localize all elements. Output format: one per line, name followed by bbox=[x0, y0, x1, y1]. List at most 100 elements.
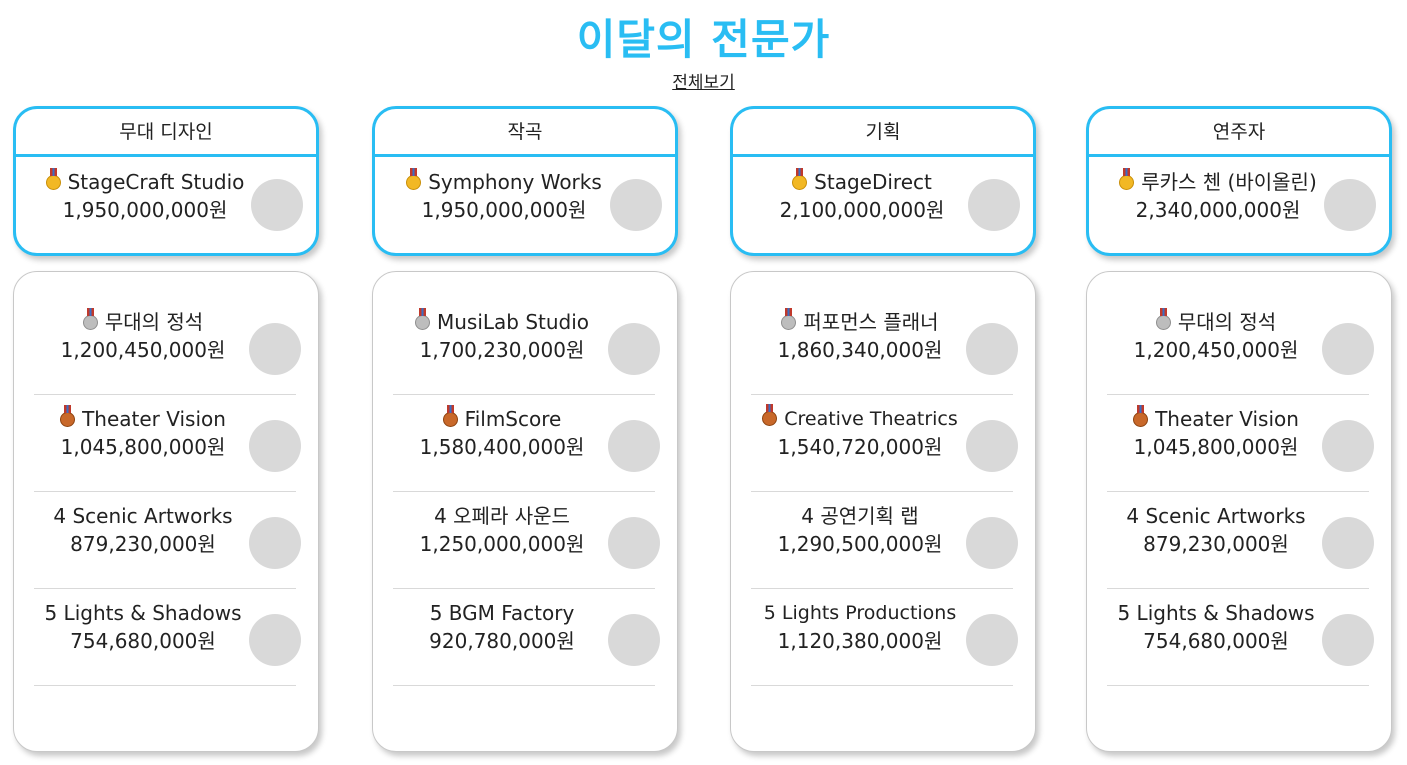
list-item[interactable]: 4 공연기획 랩 1,290,500,000원 bbox=[751, 491, 1018, 589]
expert-name: 5 BGM Factory bbox=[429, 601, 575, 625]
expert-amount: 879,230,000원 bbox=[70, 532, 216, 556]
silver-medal-icon bbox=[781, 308, 797, 330]
category-title: 기획 bbox=[733, 109, 1033, 157]
list-item[interactable]: FilmScore 1,580,400,000원 bbox=[393, 394, 660, 492]
top-expert-card[interactable]: 작곡 Symphony Works 1,950,000,000원 bbox=[372, 106, 678, 256]
list-item[interactable]: Creative Theatrics 1,540,720,000원 bbox=[751, 394, 1018, 492]
expert-amount: 1,120,380,000원 bbox=[777, 629, 943, 653]
list-item[interactable]: 4 Scenic Artworks 879,230,000원 bbox=[1107, 491, 1374, 589]
silver-medal-icon bbox=[1155, 308, 1171, 330]
expert-name: 퍼포먼스 플래너 bbox=[803, 310, 939, 334]
list-item[interactable]: 5 Lights & Shadows 754,680,000원 bbox=[34, 588, 301, 686]
avatar bbox=[608, 517, 660, 569]
avatar bbox=[249, 420, 301, 472]
bronze-medal-icon bbox=[60, 405, 76, 427]
avatar bbox=[968, 179, 1020, 231]
list-item[interactable]: 5 Lights Productions 1,120,380,000원 bbox=[751, 588, 1018, 686]
expert-amount: 1,045,800,000원 bbox=[60, 435, 226, 459]
expert-column-composition: 작곡 Symphony Works 1,950,000,000원 MusiLab… bbox=[372, 106, 678, 752]
page-title: 이달의 전문가 bbox=[576, 15, 831, 64]
expert-name: Creative Theatrics bbox=[784, 408, 958, 430]
ranking-list: 퍼포먼스 플래너 1,860,340,000원 Creative Theatric… bbox=[730, 271, 1036, 752]
top-expert-card[interactable]: 무대 디자인 StageCraft Studio 1,950,000,000원 bbox=[13, 106, 319, 256]
expert-name: StageDirect bbox=[814, 170, 932, 194]
ranking-list: 무대의 정석 1,200,450,000원 Theater Vision 1,045… bbox=[13, 271, 319, 752]
list-item[interactable]: 4 오페라 사운드 1,250,000,000원 bbox=[393, 491, 660, 589]
gold-medal-icon bbox=[1119, 168, 1135, 190]
avatar bbox=[251, 179, 303, 231]
list-item[interactable]: 5 Lights & Shadows 754,680,000원 bbox=[1107, 588, 1374, 686]
expert-name: StageCraft Studio bbox=[67, 170, 245, 194]
expert-amount: 2,340,000,000원 bbox=[1135, 198, 1301, 222]
expert-column-planning: 기획 StageDirect 2,100,000,000원 퍼포먼스 플래너 1,… bbox=[730, 106, 1036, 752]
expert-amount: 1,580,400,000원 bbox=[419, 435, 585, 459]
expert-name: FilmScore bbox=[464, 407, 562, 431]
top-expert-card[interactable]: 기획 StageDirect 2,100,000,000원 bbox=[730, 106, 1036, 256]
avatar bbox=[966, 420, 1018, 472]
list-item[interactable]: 4 Scenic Artworks 879,230,000원 bbox=[34, 491, 301, 589]
expert-amount: 1,540,720,000원 bbox=[777, 435, 943, 459]
silver-medal-icon bbox=[414, 308, 430, 330]
category-title: 무대 디자인 bbox=[16, 109, 316, 157]
avatar bbox=[608, 323, 660, 375]
list-item[interactable]: 퍼포먼스 플래너 1,860,340,000원 bbox=[751, 297, 1018, 395]
avatar bbox=[966, 517, 1018, 569]
expert-amount: 1,950,000,000원 bbox=[62, 198, 228, 222]
expert-name: 무대의 정석 bbox=[104, 310, 204, 334]
avatar bbox=[1322, 517, 1374, 569]
expert-name: MusiLab Studio bbox=[436, 310, 590, 334]
expert-name: 5 Lights & Shadows bbox=[1117, 601, 1315, 625]
avatar bbox=[966, 614, 1018, 666]
category-title: 작곡 bbox=[375, 109, 675, 157]
expert-amount: 1,250,000,000원 bbox=[419, 532, 585, 556]
avatar bbox=[608, 614, 660, 666]
ranking-list: 무대의 정석 1,200,450,000원 Theater Vision 1,045… bbox=[1086, 271, 1392, 752]
avatar bbox=[1322, 323, 1374, 375]
category-title: 연주자 bbox=[1089, 109, 1389, 157]
list-item[interactable]: 무대의 정석 1,200,450,000원 bbox=[34, 297, 301, 395]
avatar bbox=[608, 420, 660, 472]
expert-amount: 1,045,800,000원 bbox=[1133, 435, 1299, 459]
expert-amount: 1,860,340,000원 bbox=[777, 338, 943, 362]
expert-name: Theater Vision bbox=[1155, 407, 1299, 431]
expert-name: 5 Lights & Shadows bbox=[44, 601, 242, 625]
view-all-link[interactable]: 전체보기 bbox=[672, 73, 735, 93]
expert-amount: 2,100,000,000원 bbox=[779, 198, 945, 222]
expert-amount: 1,700,230,000원 bbox=[419, 338, 585, 362]
expert-amount: 920,780,000원 bbox=[429, 629, 575, 653]
avatar bbox=[610, 179, 662, 231]
expert-amount: 754,680,000원 bbox=[1143, 629, 1289, 653]
gold-medal-icon bbox=[45, 168, 61, 190]
expert-amount: 1,950,000,000원 bbox=[421, 198, 587, 222]
expert-name: 4 오페라 사운드 bbox=[434, 504, 570, 528]
expert-amount: 1,200,450,000원 bbox=[1133, 338, 1299, 362]
avatar bbox=[966, 323, 1018, 375]
expert-name: Symphony Works bbox=[428, 170, 602, 194]
list-item[interactable]: 5 BGM Factory 920,780,000원 bbox=[393, 588, 660, 686]
expert-amount: 1,290,500,000원 bbox=[777, 532, 943, 556]
expert-name: 4 Scenic Artworks bbox=[1126, 504, 1306, 528]
top-expert-card[interactable]: 연주자 루카스 첸 (바이올린) 2,340,000,000원 bbox=[1086, 106, 1392, 256]
expert-name: 루카스 첸 (바이올린) bbox=[1141, 170, 1317, 194]
expert-name: 5 Lights Productions bbox=[763, 602, 957, 624]
expert-column-performer: 연주자 루카스 첸 (바이올린) 2,340,000,000원 무대의 정석 1,… bbox=[1086, 106, 1392, 752]
bronze-medal-icon bbox=[442, 405, 458, 427]
ranking-list: MusiLab Studio 1,700,230,000원 FilmScore 1,… bbox=[372, 271, 678, 752]
expert-amount: 754,680,000원 bbox=[70, 629, 216, 653]
avatar bbox=[1322, 420, 1374, 472]
expert-name: Theater Vision bbox=[82, 407, 226, 431]
gold-medal-icon bbox=[406, 168, 422, 190]
list-item[interactable]: MusiLab Studio 1,700,230,000원 bbox=[393, 297, 660, 395]
bronze-medal-icon bbox=[762, 404, 778, 426]
avatar bbox=[249, 323, 301, 375]
list-item[interactable]: 무대의 정석 1,200,450,000원 bbox=[1107, 297, 1374, 395]
expert-amount: 879,230,000원 bbox=[1143, 532, 1289, 556]
list-item[interactable]: Theater Vision 1,045,800,000원 bbox=[1107, 394, 1374, 492]
expert-name: 4 Scenic Artworks bbox=[53, 504, 233, 528]
avatar bbox=[249, 614, 301, 666]
list-item[interactable]: Theater Vision 1,045,800,000원 bbox=[34, 394, 301, 492]
expert-name: 무대의 정석 bbox=[1177, 310, 1277, 334]
bronze-medal-icon bbox=[1133, 405, 1149, 427]
expert-column-stage-design: 무대 디자인 StageCraft Studio 1,950,000,000원 … bbox=[13, 106, 319, 752]
avatar bbox=[249, 517, 301, 569]
